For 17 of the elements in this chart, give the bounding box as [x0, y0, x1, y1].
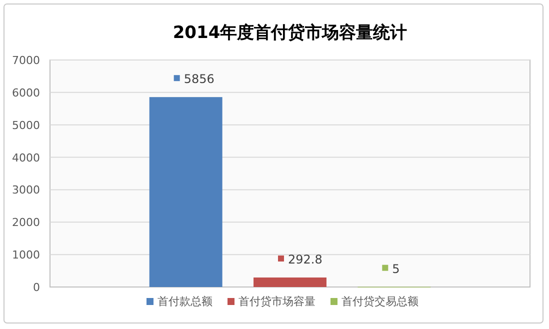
y-tick-label: 3000 — [12, 184, 40, 197]
bar — [254, 278, 326, 287]
data-label: 292.8 — [288, 252, 322, 267]
legend-label: 首付贷市场容量 — [238, 295, 316, 308]
data-label: 5 — [392, 262, 400, 276]
legend-label: 首付款总额 — [158, 295, 212, 308]
legend-label: 首付贷交易总额 — [342, 295, 418, 308]
y-tick-label: 7000 — [12, 54, 40, 67]
data-label: 5856 — [184, 72, 214, 86]
y-tick-label: 0 — [33, 281, 40, 294]
y-tick-label: 4000 — [12, 151, 40, 164]
y-tick-label: 5000 — [12, 118, 40, 132]
y-tick-label: 1000 — [12, 248, 40, 262]
y-tick-label: 6000 — [12, 86, 40, 100]
chart-title: 2014年度首付贷市场容量统计 — [172, 23, 408, 43]
y-tick-label: 2000 — [12, 216, 40, 230]
bar — [149, 97, 222, 287]
